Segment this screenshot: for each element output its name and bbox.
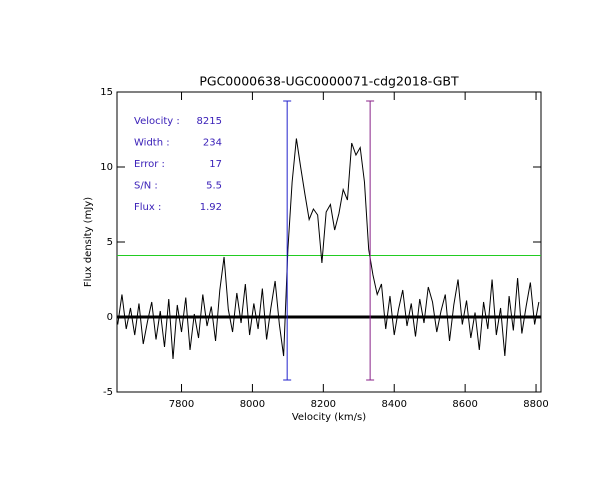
x-tick-label: 8600	[452, 399, 477, 410]
annotation-value: 1.92	[200, 202, 222, 213]
annotation-label: S/N :	[134, 181, 158, 192]
annotation-label: Width :	[134, 138, 170, 149]
y-tick-label: 15	[100, 87, 113, 98]
annotation-label: Flux :	[134, 202, 161, 213]
x-tick-label: 7800	[169, 399, 194, 410]
x-axis-label: Velocity (km/s)	[292, 412, 366, 423]
annotation-label: Velocity :	[134, 116, 180, 127]
chart-title: PGC0000638-UGC0000071-cdg2018-GBT	[199, 74, 459, 89]
x-tick-label: 8200	[311, 399, 336, 410]
y-tick-label: 10	[100, 162, 113, 173]
y-tick-label: 0	[107, 312, 113, 323]
annotation-value: 5.5	[206, 181, 222, 192]
x-tick-label: 8000	[240, 399, 265, 410]
annotation-value: 17	[209, 159, 222, 170]
y-tick-label: -5	[103, 387, 113, 398]
spectrum-line	[117, 138, 540, 360]
x-tick-label: 8800	[523, 399, 548, 410]
y-axis-label: Flux density (mJy)	[83, 197, 94, 287]
annotation-value: 234	[203, 138, 222, 149]
annotation-value: 8215	[197, 116, 222, 127]
annotation-label: Error :	[134, 159, 165, 170]
y-tick-label: 5	[107, 237, 113, 248]
x-tick-label: 8400	[382, 399, 407, 410]
